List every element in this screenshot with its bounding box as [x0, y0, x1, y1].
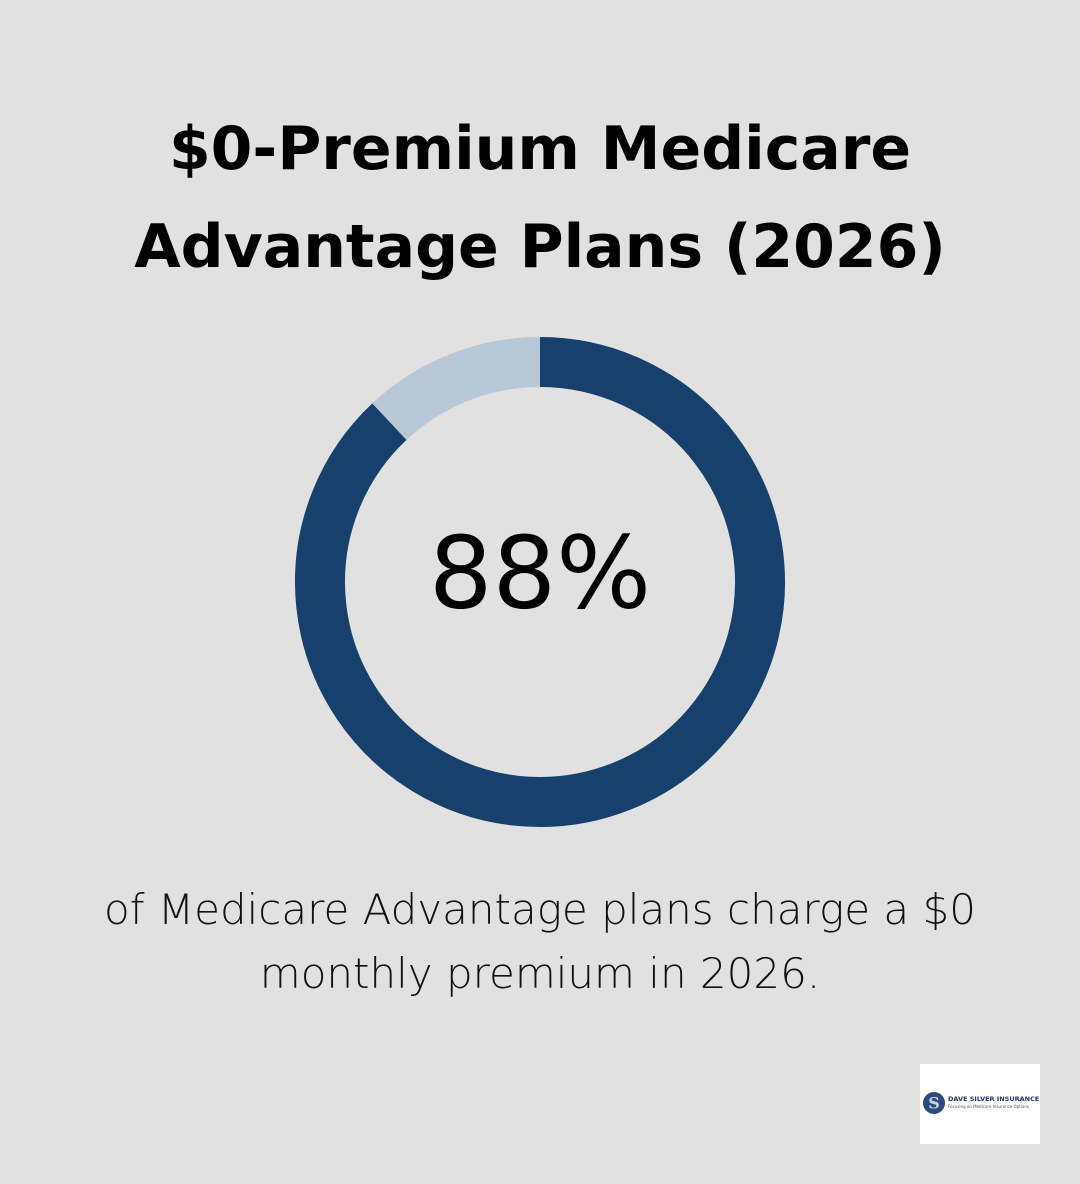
donut-segment: [372, 337, 541, 441]
logo-tagline: Focusing on Medicare Insurance Options: [948, 1104, 1029, 1109]
chart-title: $0-Premium Medicare Advantage Plans (202…: [134, 114, 946, 282]
center-value-label: 88%: [429, 514, 651, 631]
logo-mark: S: [923, 1092, 945, 1114]
donut-chart: 88%: [295, 337, 785, 827]
svg-text:S: S: [928, 1094, 940, 1113]
logo-name: DAVE SILVER INSURANCE: [948, 1095, 1040, 1103]
caption: of Medicare Advantage plans charge a $0 …: [104, 885, 976, 998]
logo: S DAVE SILVER INSURANCE Focusing on Medi…: [920, 1064, 1040, 1144]
donut-segment: [295, 337, 785, 827]
